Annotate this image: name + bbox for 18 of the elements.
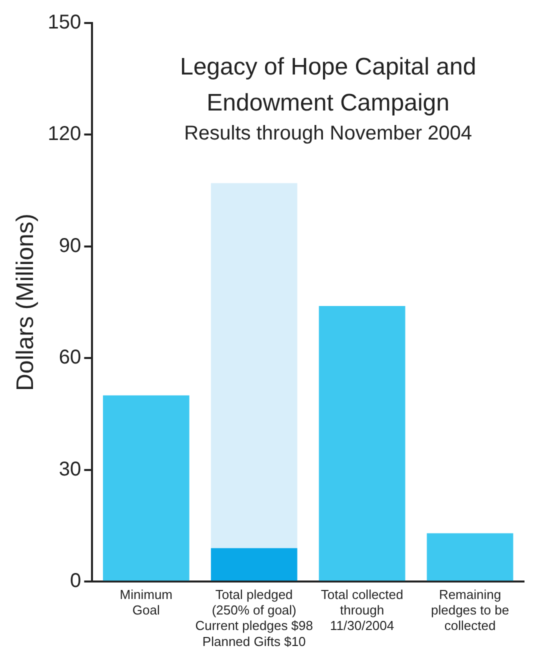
y-axis-title: Dollars (Millions) — [12, 214, 40, 391]
y-tick-label: 60 — [58, 346, 82, 369]
x-tick-label: Minimum Goal — [120, 586, 173, 618]
bar — [102, 395, 190, 581]
text: Results through November 2004 — [184, 122, 472, 145]
y-tick-label: 150 — [48, 12, 82, 34]
y-tick-label: 120 — [48, 123, 82, 146]
x-tick-label: Total pledged (250% of goal) Current pledges $98 Planned Gifts $10 — [195, 586, 314, 649]
bar — [318, 306, 406, 581]
y-tick-label: 30 — [58, 458, 82, 480]
text: Legacy of Hope Capital and Endowment Campaign — [180, 54, 476, 117]
bar — [426, 533, 514, 581]
bar — [210, 548, 298, 581]
y-tick-label: 0 — [70, 570, 82, 592]
x-tick-label: Remaining pledges to be collected — [430, 586, 510, 634]
y-tick-label: 90 — [58, 234, 82, 257]
x-tick-label: Total collected through 11/30/2004 — [320, 586, 404, 634]
bar — [210, 183, 298, 548]
